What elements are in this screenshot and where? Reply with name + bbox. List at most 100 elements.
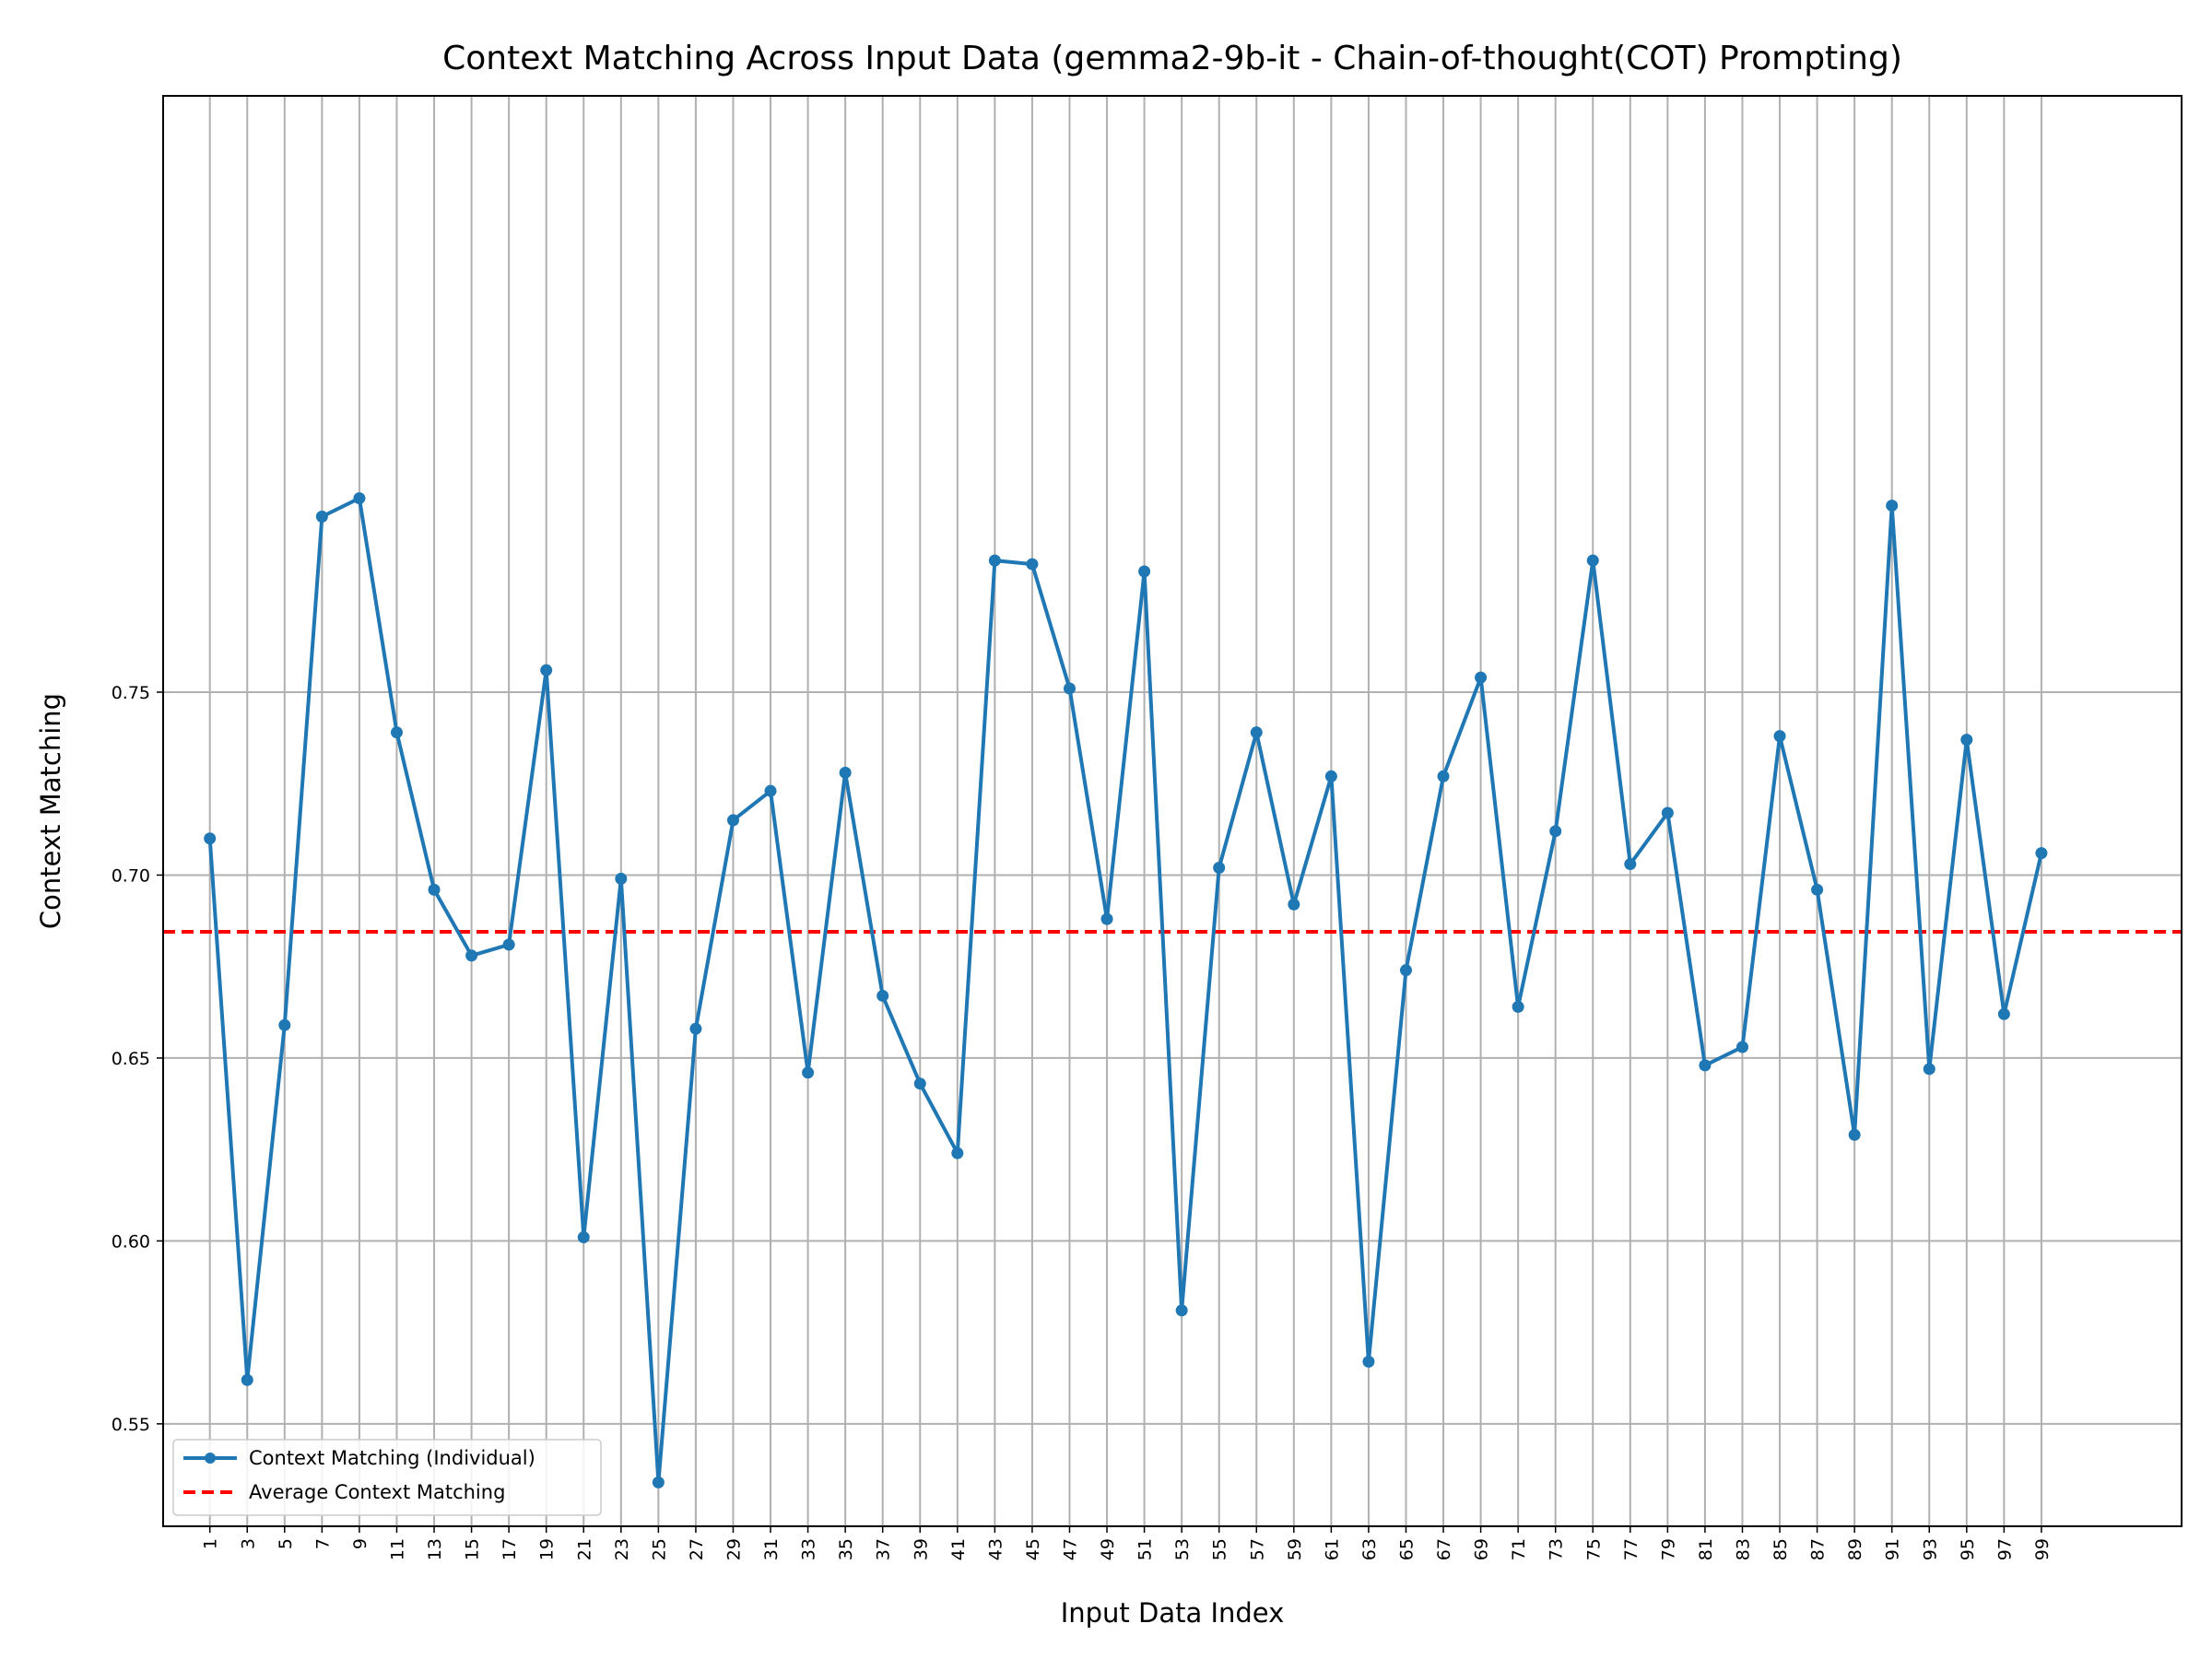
x-tick-label: 47 [1060,1538,1080,1560]
x-tick-label: 67 [1434,1538,1454,1560]
x-tick-label: 71 [1509,1538,1529,1560]
data-point [1811,883,1824,896]
data-point [652,1476,665,1488]
data-point [1213,862,1226,875]
x-tick-label: 59 [1285,1538,1305,1560]
data-point [1399,964,1412,977]
data-point [1250,726,1263,739]
data-point [502,938,515,951]
x-tick-label: 33 [799,1538,819,1560]
data-point [540,664,553,677]
data-point [1997,1007,2010,1020]
data-point [1512,1000,1524,1013]
series-layer [204,492,2048,1488]
x-tick-label: 95 [1958,1538,1978,1560]
y-tick-label: 0.60 [112,1231,150,1252]
plot-frame [162,95,2183,1527]
x-tick-label: 61 [1322,1538,1342,1560]
data-point [1848,1128,1861,1141]
x-tick-label: 51 [1135,1538,1156,1560]
y-tick-label: 0.55 [112,1415,150,1435]
x-tick-label: 97 [1994,1538,2015,1560]
data-point [1624,858,1637,871]
x-tick-label: 89 [1845,1538,1865,1560]
y-ticks: 0.55 0.60 0.65 0.70 0.75 [112,683,163,1435]
data-point [988,554,1001,567]
data-point [951,1147,964,1159]
x-tick-label: 73 [1547,1538,1567,1560]
y-axis-label: Context Matching [35,693,66,929]
x-tick-label: 83 [1733,1538,1753,1560]
x-tick-label: 11 [387,1538,407,1560]
x-tick-label: 13 [425,1538,445,1560]
x-tick-label: 37 [874,1538,894,1560]
data-point [577,1230,590,1243]
x-tick-label: 93 [1920,1538,1940,1560]
data-point [1026,558,1039,571]
data-point [1886,500,1899,512]
x-tick-label: 85 [1771,1538,1791,1560]
x-tick-label: 99 [2032,1538,2053,1560]
data-point [1288,898,1300,911]
x-tick-label: 81 [1696,1538,1716,1560]
data-point [1735,1041,1748,1053]
x-tick-label: 45 [1023,1538,1043,1560]
data-point [465,949,478,962]
x-axis-label: Input Data Index [1061,1597,1285,1629]
y-tick-label: 0.75 [112,683,150,703]
x-tick-label: 15 [463,1538,483,1560]
series-line-individual [207,496,2043,1485]
x-tick-label: 53 [1172,1538,1193,1560]
x-tick-label: 5 [276,1538,296,1549]
x-tick-label: 29 [724,1538,744,1560]
data-point [839,766,852,779]
x-tick-label: 49 [1098,1538,1118,1560]
data-point [1960,734,1973,747]
y-tick-label: 0.65 [112,1049,150,1069]
data-point [390,726,403,739]
x-tick-label: 3 [238,1538,258,1549]
x-tick-label: 35 [836,1538,856,1560]
x-tick-label: 7 [312,1538,333,1549]
legend-box [172,1439,602,1516]
data-point [726,814,739,827]
data-point [315,510,328,523]
x-ticks: 1 3 5 7 9 11 13 15 17 19 21 23 25 27 29 31 33 35 37 39 41 43 4… [201,1526,2053,1560]
x-tick-label: 23 [612,1538,632,1560]
data-point [1923,1063,1936,1076]
x-tick-label: 39 [911,1538,931,1560]
x-tick-label: 17 [500,1538,520,1560]
x-tick-label: 91 [1883,1538,1903,1560]
x-tick-label: 1 [201,1538,221,1549]
x-tick-label: 19 [537,1538,558,1560]
data-point [1437,770,1450,782]
data-point [1362,1355,1375,1368]
x-tick-label: 63 [1359,1538,1380,1560]
data-point [1773,730,1786,743]
data-point [241,1373,253,1386]
grid [163,96,2182,1526]
data-point [877,989,889,1002]
data-point [1475,671,1488,684]
x-tick-label: 87 [1808,1538,1829,1560]
x-tick-label: 55 [1210,1538,1230,1560]
x-tick-label: 43 [985,1538,1006,1560]
x-tick-label: 31 [761,1538,782,1560]
data-point [1699,1059,1712,1072]
x-tick-label: 79 [1658,1538,1678,1560]
x-tick-label: 65 [1396,1538,1417,1560]
data-point [802,1066,815,1079]
legend-label-individual: Context Matching (Individual) [249,1447,535,1469]
data-point [615,872,628,885]
data-point [428,883,441,896]
x-tick-label: 69 [1472,1538,1492,1560]
data-point [2035,847,2048,860]
x-tick-label: 21 [574,1538,594,1560]
data-point [1138,565,1151,578]
data-point [1586,554,1599,567]
data-point [1100,912,1113,925]
data-point [278,1018,291,1031]
data-point [689,1022,702,1035]
data-point [764,784,777,797]
